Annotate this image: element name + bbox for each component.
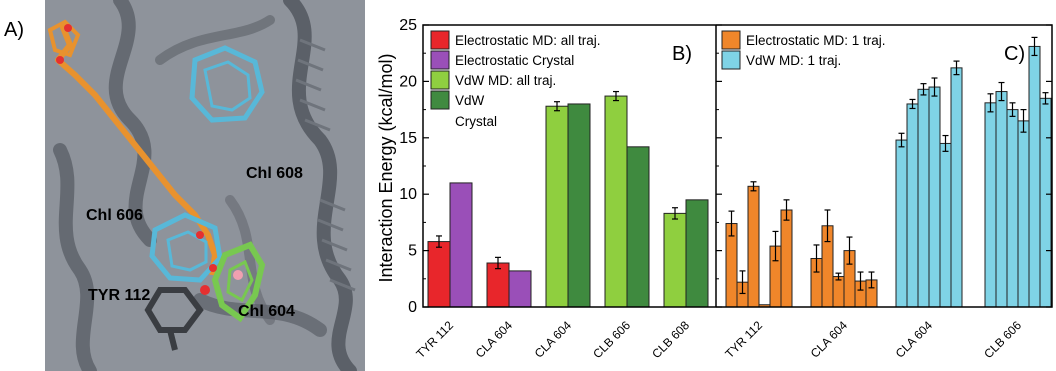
bar [895, 139, 908, 308]
bar [508, 270, 532, 308]
y-tick-label: 0 [408, 299, 417, 316]
legend-swatch [430, 70, 450, 90]
chl-606-label: Chl 606 [86, 207, 143, 224]
bar [626, 146, 650, 308]
y-tick-label: 15 [399, 130, 417, 147]
legend-entry: VdW [455, 93, 485, 108]
bar [663, 212, 687, 308]
x-tick-label: CLA 604 [893, 318, 936, 361]
helix-stripes [295, 38, 356, 292]
y-axis-label: Interaction Energy (kcal/mol) [376, 53, 396, 282]
panel-b-tag: B) [672, 43, 692, 65]
chl-604-label: Chl 604 [238, 303, 295, 320]
bar [747, 185, 760, 308]
bar [780, 209, 793, 308]
legend-swatch [721, 30, 741, 50]
bar [449, 182, 473, 308]
bar [984, 102, 997, 308]
bar [567, 103, 591, 308]
x-tick-label: CLA 604 [473, 318, 516, 361]
carotenoid-ring [47, 19, 81, 58]
bar [1006, 109, 1019, 308]
x-tick-label: CLA 604 [808, 318, 851, 361]
legend-entry-continued: Crystal [455, 114, 497, 129]
bar [950, 67, 963, 308]
bar [685, 199, 709, 308]
oxygen-atom [209, 264, 217, 272]
oxygen-atom [196, 231, 204, 239]
y-tick-label: 20 [399, 73, 417, 90]
x-tick-label: TYR 112 [413, 318, 456, 361]
chl-604-molecule [211, 241, 266, 323]
oxygen-atom [56, 56, 64, 64]
x-tick-label: CLB 608 [649, 318, 692, 361]
legend-swatch [721, 50, 741, 70]
y-tick-label: 5 [408, 243, 417, 260]
bar [545, 105, 569, 308]
legend-entry: Electrostatic MD: all traj. [455, 33, 601, 48]
bar [906, 103, 919, 308]
bar [917, 88, 930, 308]
molecular-structure-panel: A) Chl 608 Chl 606 TYR 112 Chl 604 [0, 0, 370, 371]
bar [1028, 45, 1041, 308]
bar [832, 276, 845, 308]
legend-swatch [430, 90, 450, 110]
bar [604, 95, 628, 308]
legend-entry: Electrostatic Crystal [455, 53, 574, 68]
bar [939, 142, 952, 308]
legend-entry: VdW MD: 1 traj. [746, 53, 841, 68]
protein-ribbons [53, 0, 357, 371]
tyr-112-label: TYR 112 [88, 287, 150, 304]
legend-swatch [430, 50, 450, 70]
magnesium-atom [233, 270, 243, 280]
y-tick-label: 25 [399, 17, 417, 34]
panel-a-tag: A) [4, 19, 24, 41]
bar [928, 86, 941, 308]
y-tick-label: 10 [399, 186, 417, 203]
bar [486, 262, 510, 308]
chl-608-label: Chl 608 [246, 165, 303, 182]
oxygen-atom [64, 24, 72, 32]
legend-swatch [430, 30, 450, 50]
tyr-oxygen-atom [200, 285, 210, 295]
bar [427, 241, 451, 308]
bar [1039, 97, 1052, 308]
panel-c-tag: C) [1004, 43, 1025, 65]
tyr-112-residue [144, 287, 204, 351]
bar [1017, 120, 1030, 308]
legend-entry: Electrostatic MD: 1 traj. [746, 33, 886, 48]
x-tick-label: TYR 112 [722, 318, 765, 361]
legend-entry: VdW MD: all traj. [455, 73, 556, 88]
chl-608-molecule [189, 45, 265, 123]
x-tick-label: CLB 606 [590, 318, 633, 361]
bar [995, 91, 1008, 308]
x-tick-label: CLB 606 [981, 318, 1024, 361]
x-tick-label: CLA 604 [532, 318, 575, 361]
